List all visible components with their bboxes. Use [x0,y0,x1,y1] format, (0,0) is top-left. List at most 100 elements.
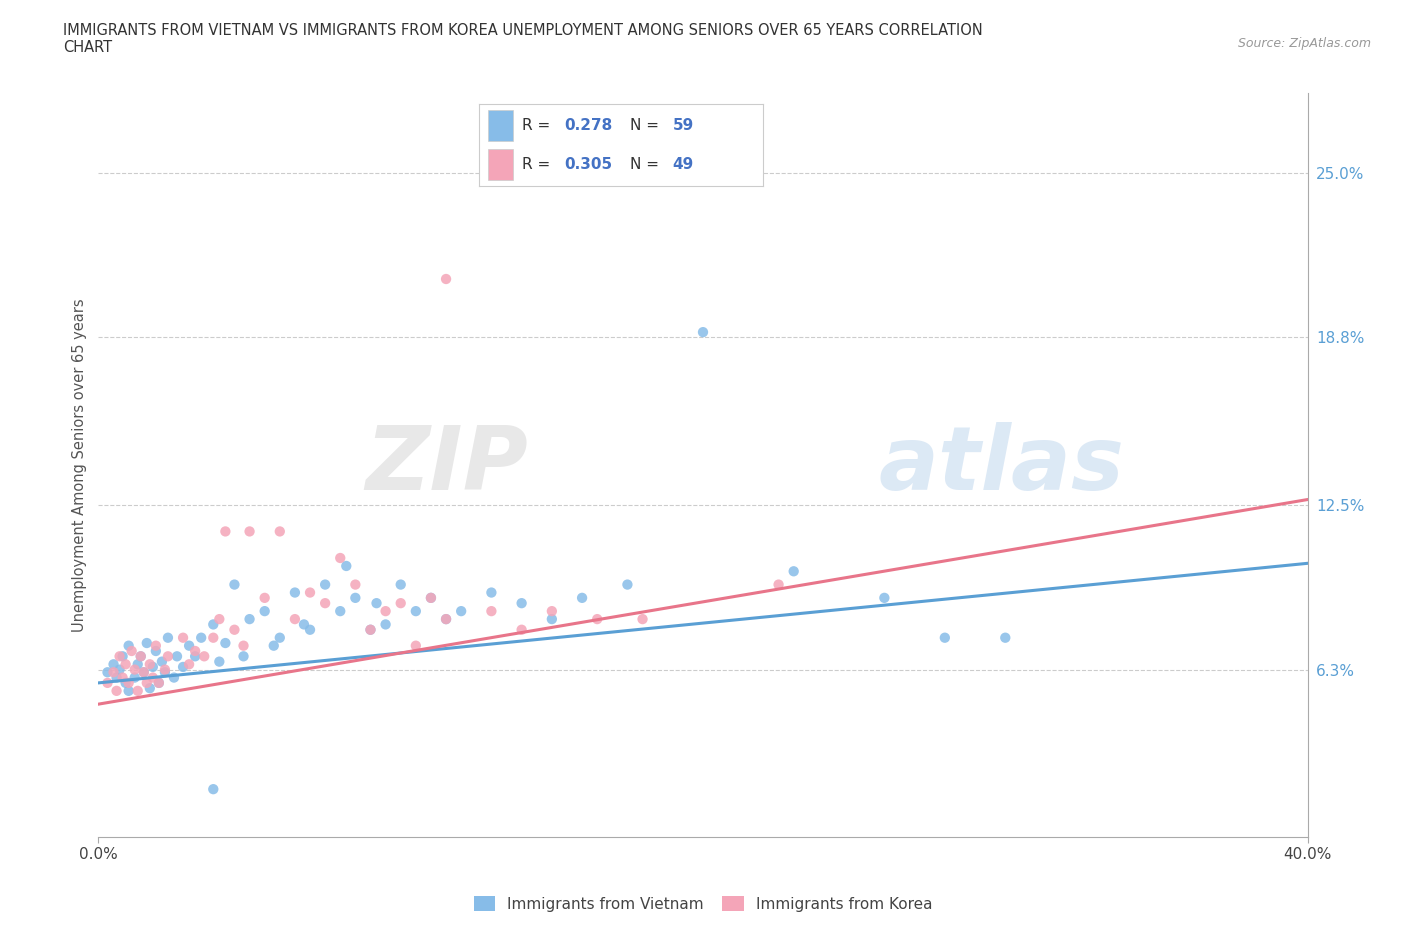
Point [111,671,134,685]
Point [124,671,146,685]
Point [344,578,367,592]
Point [96,665,118,680]
Point [156,631,179,645]
Text: ZIP: ZIP [366,421,527,509]
Y-axis label: Unemployment Among Seniors over 65 years: Unemployment Among Seniors over 65 years [72,299,87,631]
Point [783,564,806,578]
Point [127,657,149,671]
Text: atlas: atlas [879,421,1125,509]
Point [148,675,170,690]
Point [139,657,162,671]
Point [232,649,254,664]
Point [586,612,609,627]
Point [153,665,176,680]
Point [214,524,236,538]
Point [329,551,352,565]
Point [540,604,562,618]
Point [631,612,654,627]
Point [405,638,427,653]
Point [135,675,157,690]
Point [202,631,225,645]
Point [139,681,162,696]
Point [510,622,533,637]
Point [135,635,157,650]
Point [420,591,443,605]
Point [269,631,291,645]
Point [366,596,388,611]
Point [208,654,231,669]
Point [184,649,207,664]
Point [299,622,322,637]
Point [239,524,262,538]
Point [190,631,212,645]
Point [314,578,336,592]
Point [389,596,412,611]
Point [360,622,382,637]
Point [118,675,141,690]
Point [934,631,956,645]
Point [179,638,201,653]
Point [481,585,503,600]
Point [127,684,149,698]
Point [208,612,231,627]
Point [224,578,246,592]
Point [616,578,638,592]
Point [202,782,225,797]
Point [150,654,173,669]
Point [873,591,896,605]
Point [142,671,165,685]
Point [118,638,141,653]
Point [153,662,176,677]
Text: IMMIGRANTS FROM VIETNAM VS IMMIGRANTS FROM KOREA UNEMPLOYMENT AMONG SENIORS OVER: IMMIGRANTS FROM VIETNAM VS IMMIGRANTS FR… [63,23,983,38]
Point [156,649,179,664]
Point [172,659,194,674]
Point [142,659,165,674]
Point [214,635,236,650]
Point [129,649,152,664]
Point [263,638,285,653]
Point [434,612,457,627]
Point [103,665,125,680]
Point [692,325,714,339]
Point [292,617,315,631]
Point [994,631,1017,645]
Point [111,649,134,664]
Point [253,591,276,605]
Point [374,617,396,631]
Point [284,585,307,600]
Point [184,644,207,658]
Point [132,665,155,680]
Point [389,578,412,592]
Point [145,638,167,653]
Legend: Immigrants from Vietnam, Immigrants from Korea: Immigrants from Vietnam, Immigrants from… [468,890,938,918]
Point [172,631,194,645]
Point [299,585,322,600]
Point [148,675,170,690]
Point [335,559,357,574]
Point [118,684,141,698]
Point [450,604,472,618]
Point [202,617,225,631]
Point [224,622,246,637]
Point [360,622,382,637]
Point [510,596,533,611]
Point [239,612,262,627]
Point [121,644,143,658]
Point [405,604,427,618]
Point [571,591,593,605]
Point [434,272,457,286]
Point [114,675,136,690]
Point [114,657,136,671]
Point [540,612,562,627]
Point [108,649,131,664]
Point [232,638,254,653]
Point [145,644,167,658]
Text: Source: ZipAtlas.com: Source: ZipAtlas.com [1237,37,1371,50]
Point [193,649,215,664]
Point [103,657,125,671]
Point [374,604,396,618]
Point [269,524,291,538]
Text: CHART: CHART [63,40,112,55]
Point [314,596,336,611]
Point [124,662,146,677]
